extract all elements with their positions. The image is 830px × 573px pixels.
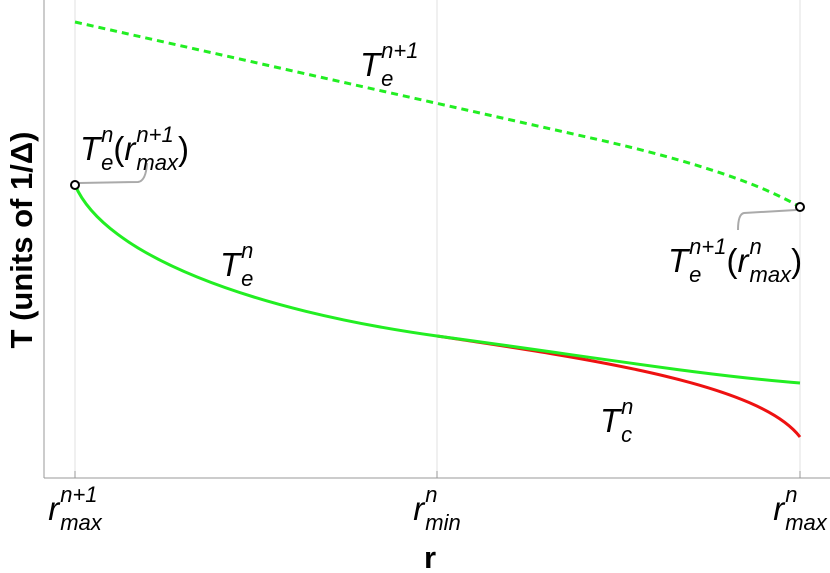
superscript: n <box>785 482 798 507</box>
superscript: n <box>749 234 762 259</box>
math-base: ) <box>177 130 189 167</box>
math-scripts: n+1 max <box>136 124 178 174</box>
callout-line <box>737 209 797 231</box>
math-base: r <box>413 490 425 527</box>
subscript: max <box>60 510 102 535</box>
subscript: e <box>101 150 114 175</box>
superscript: n+1 <box>60 482 98 507</box>
superscript: n <box>101 122 114 147</box>
math-piece: r n min <box>413 484 460 534</box>
math-base: T <box>360 46 381 83</box>
superscript: n <box>241 238 254 263</box>
subscript: max <box>785 510 827 535</box>
callout-line <box>78 162 148 184</box>
subscript: max <box>136 150 178 175</box>
math-base: ( <box>113 130 125 167</box>
math-base: T <box>668 242 689 279</box>
math-piece: ( <box>113 130 124 168</box>
math-base: r <box>737 242 749 279</box>
curve-te-next <box>74 20 801 209</box>
subscript: e <box>381 66 394 91</box>
math-piece: ( <box>727 242 738 280</box>
math-base: ) <box>791 242 803 279</box>
x-tick-label: r n+1 max <box>48 484 102 534</box>
math-scripts: n+1 max <box>60 484 102 534</box>
point <box>70 180 80 190</box>
math-scripts: n+1 e <box>689 236 726 286</box>
y-axis-label: T (units of 1/Δ) <box>4 131 39 349</box>
math-piece: ) <box>791 242 802 280</box>
math-base: r <box>124 130 136 167</box>
subscript: max <box>749 262 792 287</box>
superscript: n <box>621 394 634 419</box>
superscript: n+1 <box>381 38 419 63</box>
math-scripts: n max <box>785 484 827 534</box>
point <box>795 202 805 212</box>
superscript: n+1 <box>689 234 727 259</box>
math-base: r <box>773 490 785 527</box>
math-piece: r n+1 max <box>48 484 102 534</box>
superscript: n+1 <box>136 122 174 147</box>
subscript: e <box>241 266 254 291</box>
superscript: n <box>425 482 438 507</box>
x-axis-label: r <box>423 540 437 573</box>
math-piece: r n+1 max <box>124 124 178 174</box>
math-scripts: n+1 e <box>381 40 418 90</box>
subscript: min <box>425 510 461 535</box>
math-base: r <box>48 490 60 527</box>
subscript: e <box>689 262 702 287</box>
math-scripts: n min <box>425 484 460 534</box>
curve-te <box>73 184 801 385</box>
math-base: T <box>600 402 621 439</box>
x-tick-label: r n min <box>413 484 460 534</box>
math-scripts: n max <box>750 236 792 286</box>
math-base: T <box>220 246 241 283</box>
math-base: ( <box>726 242 738 279</box>
math-piece: ) <box>178 130 189 168</box>
math-piece: r n max <box>773 484 827 534</box>
subscript: c <box>621 422 633 447</box>
x-tick-label: r n max <box>773 484 827 534</box>
math-base: T <box>80 130 101 167</box>
math-piece: r n max <box>738 236 792 286</box>
